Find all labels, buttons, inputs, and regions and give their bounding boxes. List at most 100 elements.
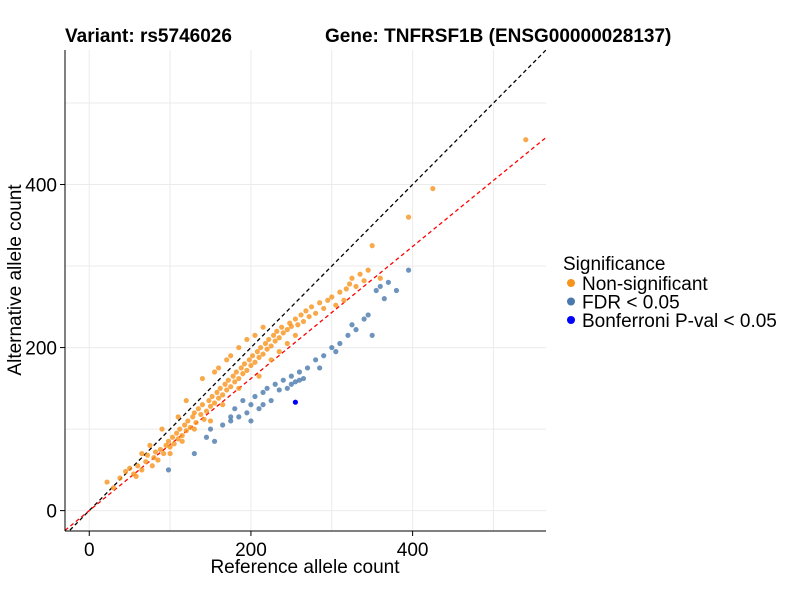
point-non-significant [256,354,262,360]
point-fdr-0-05 [165,467,172,473]
point-non-significant [183,397,189,404]
point-non-significant [262,340,269,347]
point-non-significant [171,441,177,447]
point-non-significant [280,330,286,336]
x-tick-label: 0 [84,540,95,561]
point-non-significant [198,411,204,418]
point-non-significant [268,343,274,349]
point-non-significant [295,322,301,328]
point-non-significant [349,275,355,281]
point-non-significant [147,442,153,448]
point-fdr-0-05 [280,377,286,383]
point-non-significant [236,385,242,391]
data-points [104,137,529,491]
point-non-significant [225,377,231,383]
point-fdr-0-05 [365,312,371,318]
grid-lines [65,50,546,531]
point-non-significant [240,371,246,377]
point-non-significant [244,336,250,343]
point-non-significant [298,312,304,318]
point-non-significant [191,410,197,416]
y-axis-ticks: 0 200 400 [25,176,65,523]
point-fdr-0-05 [211,438,218,444]
point-fdr-0-05 [405,267,412,273]
chart-title-gene: Gene: TNFRSF1B (ENSG00000028137) [325,26,671,47]
point-fdr-0-05 [276,387,282,393]
point-non-significant [183,428,189,434]
point-non-significant [276,349,282,355]
point-non-significant [244,367,250,373]
point-non-significant [270,332,277,338]
point-non-significant [152,449,159,455]
point-non-significant [169,434,176,440]
reference-lines [65,50,546,531]
point-non-significant [167,450,173,457]
point-non-significant [236,375,242,382]
point-non-significant [232,379,238,385]
point-fdr-0-05 [260,402,266,408]
y-tick-label: 0 [46,502,57,523]
point-non-significant [272,338,278,344]
point-non-significant [133,473,139,479]
point-non-significant [182,422,188,428]
point-fdr-0-05 [240,397,246,404]
point-fdr-0-05 [228,414,234,420]
point-non-significant [268,357,274,363]
point-fdr-0-05 [321,353,327,359]
legend-swatch-fdr-0-05 [567,297,575,306]
point-fdr-0-05 [260,389,266,396]
point-non-significant [209,393,215,400]
point-non-significant [191,426,197,432]
legend-swatch-non-significant [567,279,575,287]
point-fdr-0-05 [385,279,391,285]
point-non-significant [211,369,218,375]
point-non-significant [308,304,315,310]
point-non-significant [266,336,272,343]
point-non-significant [104,479,110,485]
point-fdr-0-05 [333,349,339,355]
point-fdr-0-05 [317,365,323,371]
point-fdr-0-05 [248,418,254,424]
point-non-significant [346,281,353,287]
point-non-significant [238,365,244,371]
point-non-significant [405,214,412,220]
point-fdr-0-05 [313,357,319,363]
point-non-significant [258,344,264,351]
point-fdr-0-05 [381,296,387,302]
point-non-significant [248,362,254,369]
point-non-significant [224,357,230,363]
point-non-significant [159,426,165,432]
point-non-significant [135,463,141,469]
point-non-significant [292,332,298,338]
point-fdr-0-05 [220,422,226,428]
point-non-significant [224,387,230,393]
point-non-significant [230,373,236,379]
point-non-significant [279,324,285,330]
point-fdr-0-05 [300,375,307,382]
point-fdr-0-05 [228,418,234,424]
y-tick-label: 400 [25,176,57,197]
fit-reference-line [65,137,546,531]
point-fdr-0-05 [203,434,210,440]
point-non-significant [139,450,145,457]
point-non-significant [199,375,206,382]
y-axis-title: Alternative allele count [5,184,26,376]
point-non-significant [139,467,145,473]
point-non-significant [179,433,185,439]
point-non-significant [313,310,319,316]
point-non-significant [365,267,371,273]
point-fdr-0-05 [248,402,254,408]
point-fdr-0-05 [345,332,351,338]
point-non-significant [430,185,436,192]
point-fdr-0-05 [353,327,359,333]
point-fdr-0-05 [207,426,214,432]
point-fdr-0-05 [292,379,298,385]
point-non-significant [252,332,258,338]
point-non-significant [214,389,220,396]
point-non-significant [123,468,129,475]
point-non-significant [211,400,218,406]
point-non-significant [325,297,331,303]
point-non-significant [199,402,206,408]
point-fdr-0-05 [252,393,258,400]
point-fdr-0-05 [296,377,303,383]
